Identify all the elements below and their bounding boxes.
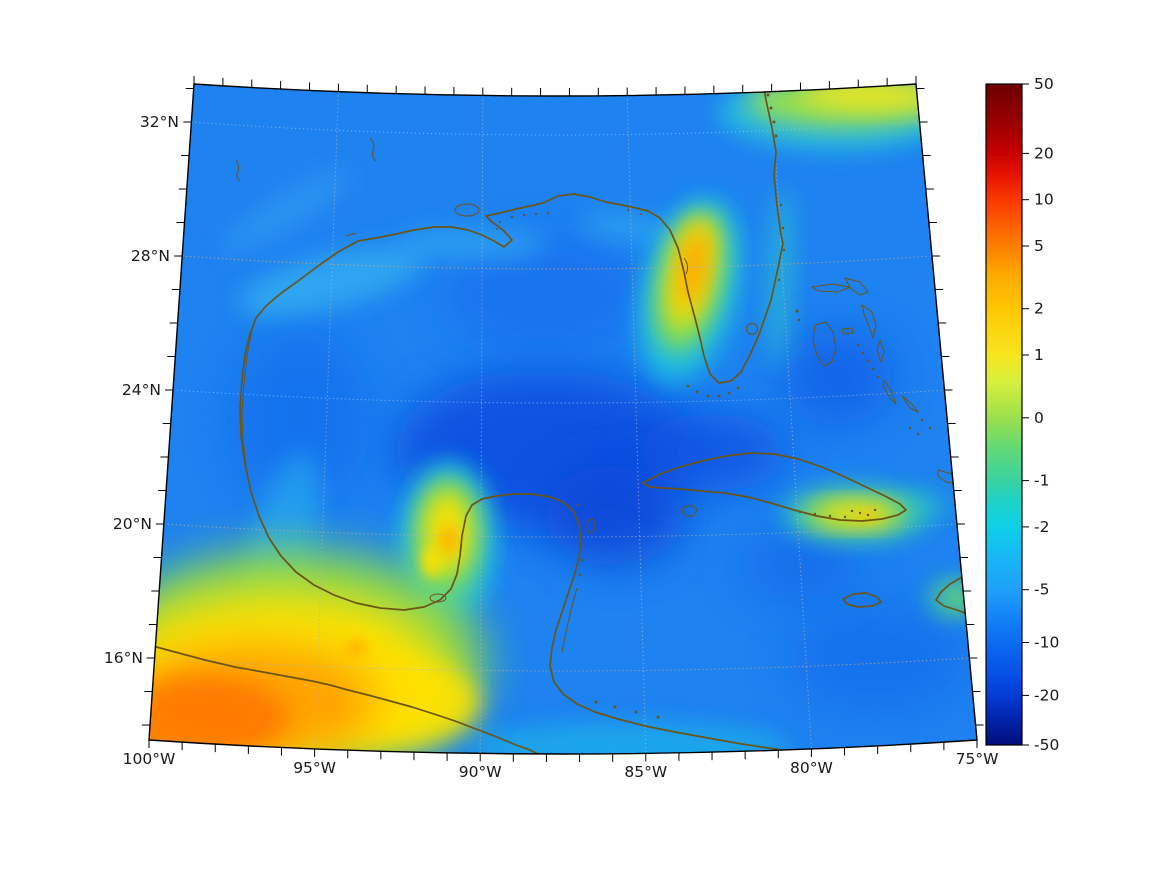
- island-outline: [811, 283, 851, 293]
- terminos-lagoon: [429, 593, 447, 603]
- coastline-jamaica: [842, 592, 882, 608]
- lat-tick-label: 24°N: [122, 381, 161, 399]
- lon-tick-label: 100°W: [123, 750, 176, 768]
- field-blob: [767, 188, 793, 368]
- field-blob: [740, 530, 860, 600]
- axis-ticks: [142, 76, 984, 762]
- florida-east-barrier-speckles: [777, 203, 786, 282]
- meridian-90w: [479, 95, 484, 754]
- coastline-isle-of-youth: [681, 504, 698, 517]
- field-blob: [149, 676, 288, 754]
- colorbar-tick-label: -20: [1034, 686, 1059, 704]
- inland-water-squiggle-2: [369, 137, 377, 162]
- lon-tick-label: 90°W: [459, 763, 502, 781]
- colorbar-labels: 50 20 10 5 2 1 0 -1 -2 -5 -10 -20 -50: [1034, 75, 1059, 754]
- field-blob: [470, 722, 790, 754]
- graticule: [154, 91, 970, 754]
- lake-pontchartrain: [454, 203, 480, 217]
- lat-tick-label: 16°N: [104, 649, 143, 667]
- anomaly-cuba-maximum: [816, 503, 896, 525]
- island-outline: [901, 395, 919, 413]
- colorbar-tick-label: 50: [1034, 75, 1054, 93]
- longitude-labels: 100°W 95°W 90°W 85°W 80°W 75°W: [123, 750, 999, 781]
- colorbar-gradient: [986, 84, 1022, 745]
- field-blob: [580, 212, 676, 244]
- colorbar-tick-label: 1: [1034, 346, 1044, 364]
- parallel-32n: [191, 121, 920, 136]
- colorbar-border: [985, 83, 1023, 746]
- galveston-barrier: [345, 232, 357, 237]
- field-blob: [397, 228, 547, 260]
- colorbar: 50 20 10 5 2 1 0 -1 -2 -5 -10 -20 -50: [985, 75, 1059, 754]
- field-blob: [445, 235, 645, 355]
- colorbar-tick-label: 5: [1034, 237, 1044, 255]
- colorbar-tick-label: -50: [1034, 736, 1059, 754]
- colorbar-tick-label: -5: [1034, 581, 1049, 599]
- cozumel-island: [586, 518, 596, 534]
- inland-water-squiggle: [235, 159, 241, 182]
- field-blob: [220, 169, 350, 255]
- field-blob: [439, 525, 459, 555]
- lat-tick-label: 20°N: [113, 515, 152, 533]
- anomaly-north-of-cuba-minimum: [637, 414, 787, 490]
- lake-okeechobee: [746, 323, 758, 335]
- north-gulf-details: [235, 137, 642, 467]
- colorbar-tick-label: -2: [1034, 518, 1049, 536]
- barrier-island-speckles: [496, 209, 642, 230]
- latitude-labels: 32°N 28°N 24°N 20°N 16°N: [104, 113, 179, 667]
- bay-islands-speckles: [576, 503, 660, 719]
- anomaly-yucatan-channel-minimum: [545, 465, 685, 565]
- island-outline: [876, 339, 885, 363]
- field-blob: [788, 603, 968, 713]
- meridian-95w: [314, 91, 339, 750]
- island-outline: [937, 469, 957, 484]
- coastline-gulf-of-mexico: [239, 84, 801, 754]
- georgia-barrier-speckles: [766, 93, 778, 138]
- meridian-80w: [771, 91, 812, 750]
- anomaly-field: [149, 84, 977, 754]
- field-blob: [230, 330, 370, 510]
- yucatan-caribbean-details: [429, 503, 877, 719]
- florida-details: [683, 93, 786, 398]
- field-blob: [802, 84, 942, 108]
- colorbar-tick-label: -1: [1034, 472, 1049, 490]
- coastline-pacific-mexico: [149, 644, 539, 754]
- coastline-cuba: [642, 452, 907, 522]
- lon-tick-label: 75°W: [956, 750, 999, 768]
- colorbar-tick-label: 0: [1034, 409, 1044, 427]
- parallel-20n: [163, 523, 958, 538]
- map-frame: [148, 83, 978, 755]
- island-outline: [844, 277, 869, 296]
- tampa-bay-inlet: [683, 257, 689, 275]
- coastlines: [149, 84, 977, 754]
- laguna-madre-barrier: [241, 329, 253, 467]
- lat-tick-label: 28°N: [131, 247, 170, 265]
- coastline-bahamas: [795, 277, 970, 484]
- meridian-85w: [626, 95, 647, 754]
- lon-tick-label: 80°W: [790, 759, 833, 777]
- colorbar-tick-label: 2: [1034, 300, 1044, 318]
- lat-tick-label: 32°N: [140, 113, 179, 131]
- lon-tick-label: 95°W: [293, 759, 336, 777]
- colorbar-ticks: [1022, 83, 1029, 746]
- field-blob: [422, 546, 442, 578]
- island-outline: [882, 379, 897, 405]
- field-blob: [345, 640, 367, 656]
- lon-tick-label: 85°W: [624, 763, 667, 781]
- colorbar-tick-label: 20: [1034, 144, 1054, 162]
- island-outline: [841, 327, 854, 335]
- florida-keys-speckles: [686, 384, 740, 398]
- cuba-cays-speckles: [798, 508, 877, 519]
- colorbar-tick-label: 10: [1034, 191, 1054, 209]
- island-outline: [861, 304, 877, 339]
- island-outline: [812, 321, 837, 367]
- colorbar-tick-label: -10: [1034, 634, 1059, 652]
- texas-shelf-fringe: [237, 247, 423, 317]
- belize-barrier-reef: [561, 587, 578, 653]
- island-speckles: [795, 309, 970, 452]
- anomaly-bahamas-minimum: [783, 330, 893, 426]
- field-deep-blue-minima: [230, 235, 968, 713]
